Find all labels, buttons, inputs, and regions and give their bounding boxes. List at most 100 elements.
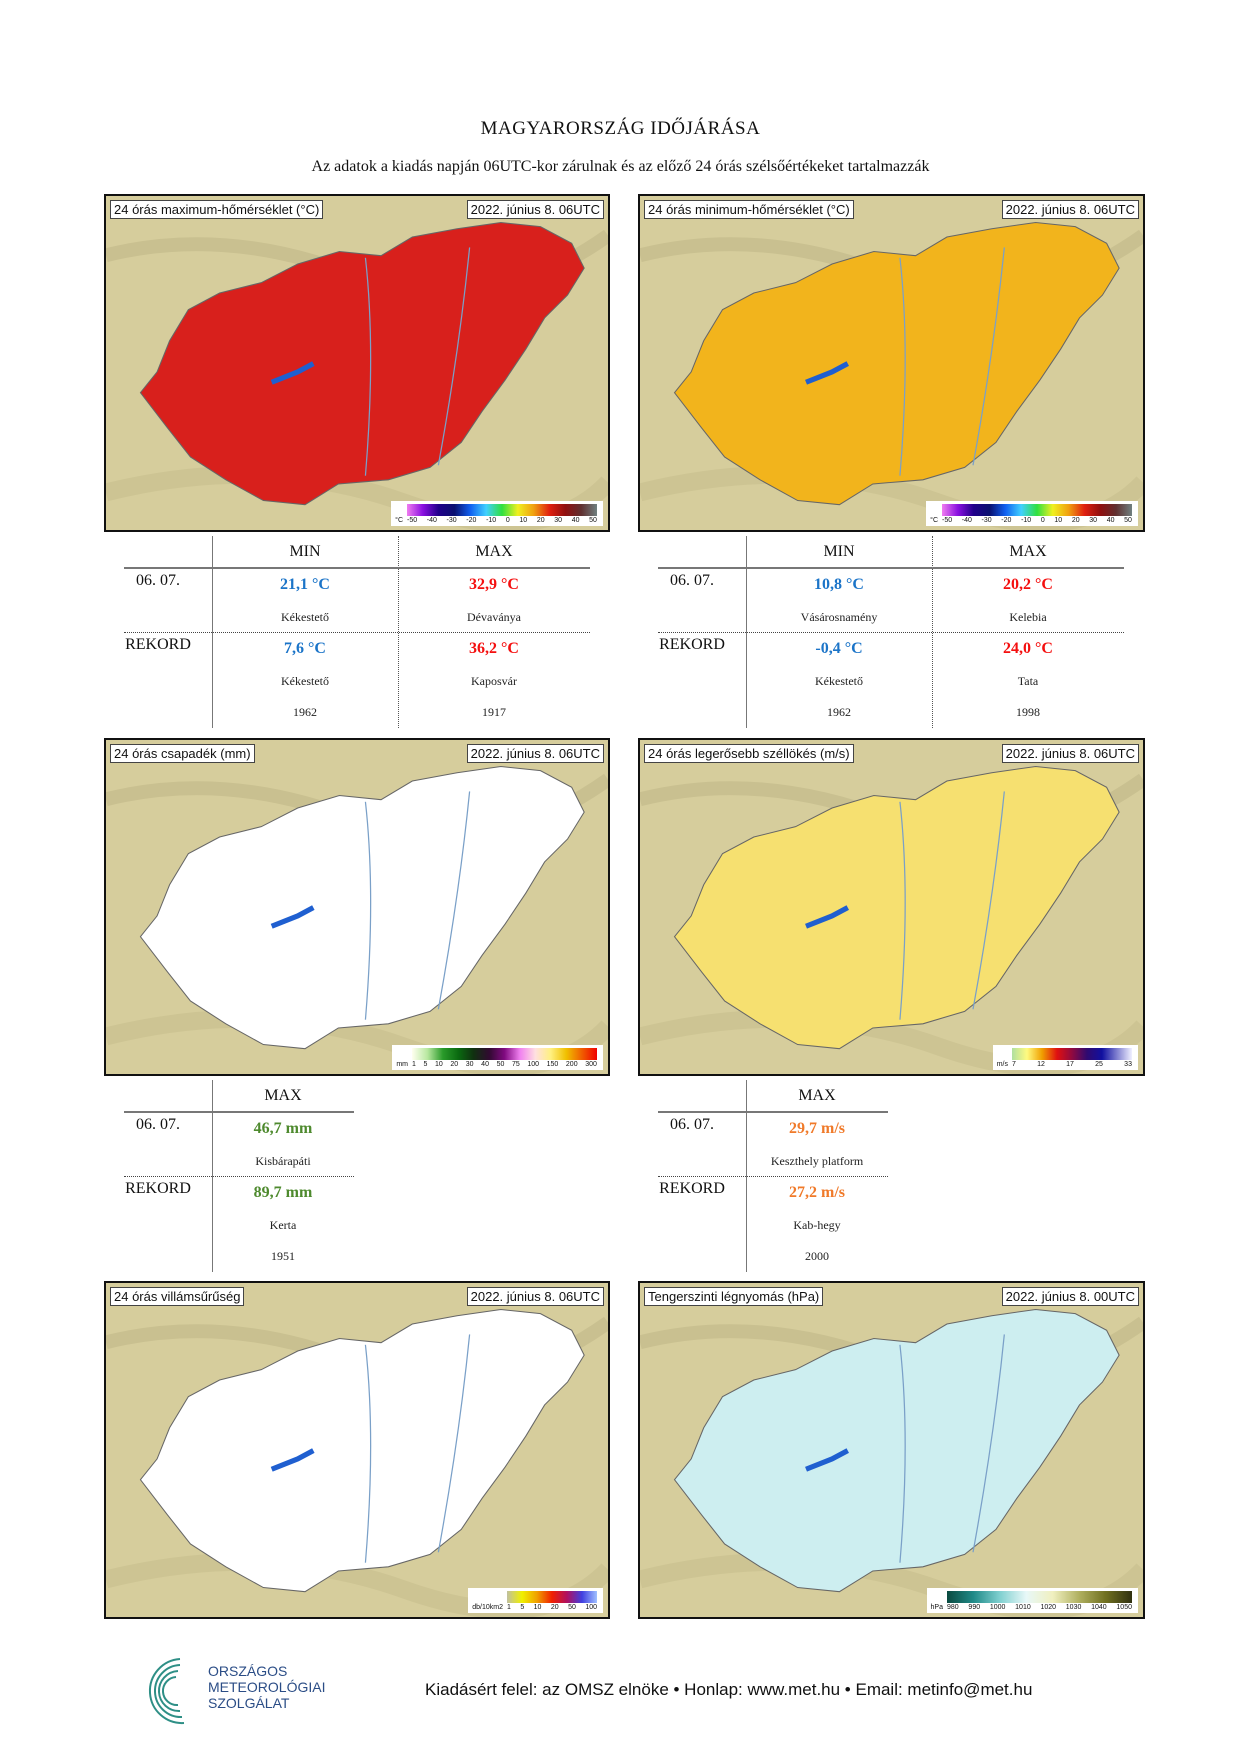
legend-tick: 50 — [568, 1604, 576, 1611]
legend-tick: 300 — [585, 1061, 597, 1068]
record-year: 2000 — [805, 1249, 829, 1263]
legend-tick: 30 — [554, 517, 563, 524]
station-name: Kelebia — [1009, 610, 1047, 624]
column-header-max: MAX — [798, 1087, 836, 1104]
lake-balaton — [805, 1448, 849, 1472]
legend-tick: 10 — [1054, 517, 1063, 524]
legend-tick: 100 — [527, 1061, 540, 1068]
hungary-shape — [139, 221, 585, 506]
legend-tick: 10 — [519, 517, 528, 524]
legend-tick: 1010 — [1015, 1604, 1031, 1611]
table-row-rule — [658, 1176, 888, 1177]
map-legend: m/s 7 12 17 25 33 — [992, 1045, 1138, 1070]
hungary-shape — [139, 1308, 585, 1593]
column-header-min: MIN — [823, 543, 855, 560]
map-background — [106, 196, 608, 530]
station-name: Kékestető — [815, 674, 863, 688]
legend-tick: 12 — [1037, 1061, 1045, 1068]
legend-tick: 20 — [536, 517, 545, 524]
map-title: 24 órás minimum-hőmérséklet (°C) — [644, 200, 854, 219]
record-year: 1962 — [293, 705, 317, 719]
danube-river — [364, 1344, 372, 1563]
table-row-rule — [124, 632, 590, 633]
legend-tick: 20 — [450, 1061, 459, 1068]
legend-tick: -50 — [407, 517, 418, 524]
extreme-value: 20,2 °C — [1003, 576, 1053, 593]
extreme-value: 32,9 °C — [469, 576, 519, 593]
station-name: Kékestető — [281, 610, 329, 624]
map-date: 2022. június 8. 06UTC — [1001, 744, 1139, 763]
hungary-shape — [673, 765, 1120, 1050]
map-legend: db/10km2 1 5 10 20 50 100 — [468, 1588, 603, 1613]
legend-unit: hPa — [930, 1604, 943, 1611]
map-legend: mm 1 5 10 20 30 40 50 75 100 150 200 300 — [392, 1045, 603, 1070]
row-label: REKORD — [659, 636, 725, 653]
extreme-value: 27,2 m/s — [789, 1184, 845, 1201]
legend-tick: 1020 — [1040, 1604, 1057, 1611]
extreme-value: 24,0 °C — [1003, 640, 1053, 657]
legend-tick: -10 — [1021, 517, 1032, 524]
lake-balaton — [270, 1448, 315, 1472]
map-min-temperature: 24 órás minimum-hőmérséklet (°C) 2022. j… — [638, 194, 1145, 532]
table-row-rule — [658, 632, 1124, 633]
lake-balaton — [805, 361, 849, 385]
legend-tick: 1000 — [989, 1604, 1006, 1611]
table-header-rule — [658, 567, 1124, 569]
legend-tick: 50 — [1124, 517, 1132, 524]
map-legend: hPa 980 990 1000 1010 1020 1030 1040 1050 — [926, 1588, 1138, 1613]
station-name: Kékestető — [281, 674, 329, 688]
legend-unit: °C — [930, 517, 938, 524]
legend-color-bar — [947, 1591, 1132, 1603]
legend-tick: 200 — [565, 1061, 578, 1068]
legend-tick: 10 — [533, 1604, 542, 1611]
map-date: 2022. június 8. 06UTC — [466, 200, 604, 219]
danube-river — [364, 257, 372, 476]
legend-tick: 20 — [550, 1604, 559, 1611]
legend-tick: -40 — [961, 517, 972, 524]
hungary-shape — [673, 221, 1120, 506]
map-title: 24 órás csapadék (mm) — [110, 744, 255, 763]
table-header-rule — [124, 1111, 354, 1113]
legend-tick: 50 — [496, 1061, 505, 1068]
logo-text: ORSZÁGOS METEOROLÓGIAI SZOLGÁLAT — [208, 1663, 325, 1711]
map-title: 24 órás maximum-hőmérséklet (°C) — [110, 200, 324, 219]
map-background — [106, 740, 608, 1074]
legend-tick: 33 — [1124, 1061, 1132, 1068]
danube-river — [364, 801, 372, 1020]
legend-tick: -50 — [942, 517, 953, 524]
danube-river — [899, 1344, 906, 1563]
legend-color-bar — [1012, 1048, 1132, 1060]
extreme-value: 89,7 mm — [253, 1184, 313, 1201]
hungary-shape — [139, 765, 585, 1050]
lake-balaton — [805, 905, 849, 929]
table-temperature-max-min-day: MIN MAX 06. 07. 21,1 °C Kékestető 32,9 °C Déva… — [104, 536, 610, 728]
legend-tick: -10 — [486, 517, 497, 524]
legend-tick: 7 — [1012, 1061, 1016, 1068]
map-sea-level-pressure: Tengerszinti légnyomás (hPa) 2022. júniu… — [638, 1281, 1145, 1619]
record-year: 1917 — [482, 705, 506, 719]
legend-tick: 1040 — [1091, 1604, 1107, 1611]
map-precipitation: 24 órás csapadék (mm) 2022. június 8. 06… — [104, 738, 610, 1076]
row-label: 06. 07. — [670, 1116, 714, 1133]
station-name: Vásárosnamény — [800, 610, 878, 624]
extreme-value: 36,2 °C — [469, 640, 519, 657]
map-title: 24 órás villámsűrűség — [110, 1287, 245, 1306]
legend-tick: 980 — [947, 1604, 959, 1611]
row-label: 06. 07. — [136, 572, 180, 589]
legend-color-bar — [407, 504, 597, 516]
legend-tick: 20 — [1071, 517, 1080, 524]
legend-tick: -40 — [426, 517, 437, 524]
column-header-max: MAX — [1009, 543, 1047, 560]
legend-tick: 1050 — [1116, 1604, 1132, 1611]
map-title: 24 órás legerősebb széllökés (m/s) — [644, 744, 854, 763]
extreme-value: 29,7 m/s — [789, 1120, 845, 1137]
table-row-rule — [124, 1176, 354, 1177]
legend-tick: 40 — [1106, 517, 1115, 524]
record-year: 1998 — [1016, 705, 1040, 719]
map-max-temperature: 24 órás maximum-hőmérséklet (°C) 2022. j… — [104, 194, 610, 532]
map-background — [640, 740, 1143, 1074]
logo-swirl-icon — [149, 1658, 185, 1725]
row-label: REKORD — [125, 636, 191, 653]
table-header-rule — [124, 567, 590, 569]
legend-tick: 40 — [571, 517, 580, 524]
